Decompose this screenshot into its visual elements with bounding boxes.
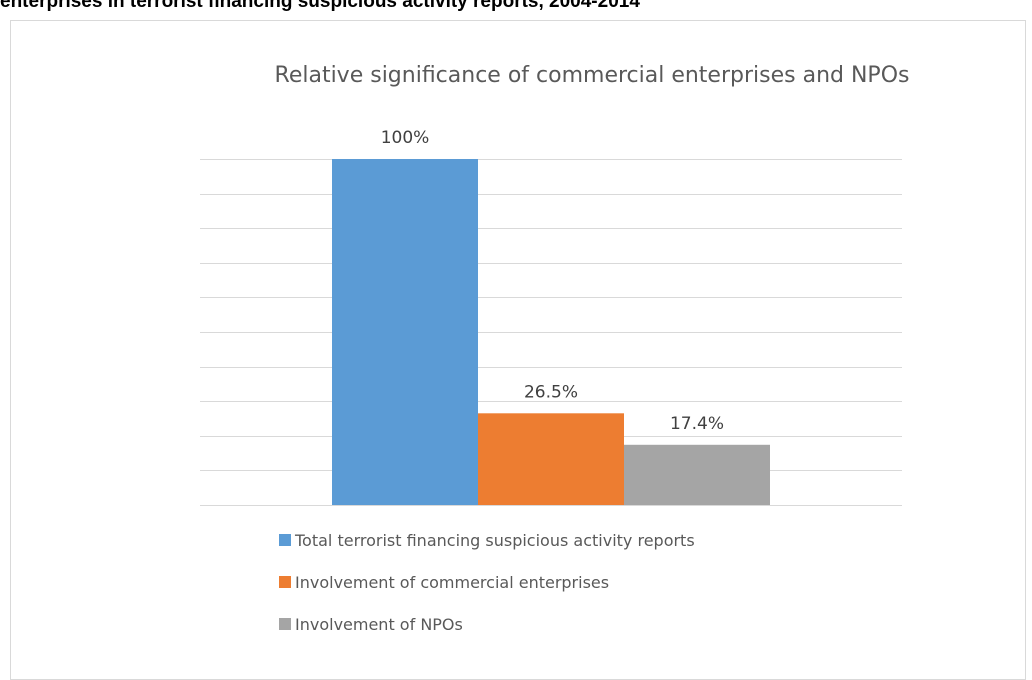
legend-label-1: Total terrorist financing suspicious act… [294,531,695,550]
bar-2 [478,413,624,505]
page-heading: enterprises in terrorist financing suspi… [0,0,640,12]
chart-frame [10,20,1026,680]
bar-1 [332,159,478,505]
legend-label-2: Involvement of commercial enterprises [295,573,609,592]
chart-title: Relative significance of commercial ente… [275,63,910,88]
data-label-3: 17.4% [670,414,724,434]
legend-label-3: Involvement of NPOs [295,615,463,634]
legend-swatch-1 [279,534,291,546]
bars [332,159,770,505]
legend: Total terrorist financing suspicious act… [279,531,695,634]
bar-3 [624,444,770,505]
legend-swatch-2 [279,576,291,588]
data-label-1: 100% [381,128,430,148]
legend-swatch-3 [279,618,291,630]
bar-chart: Relative significance of commercial ente… [200,63,910,634]
gridlines [200,159,902,506]
data-label-2: 26.5% [524,382,578,402]
data-labels: 100% 26.5% 17.4% [381,128,724,434]
